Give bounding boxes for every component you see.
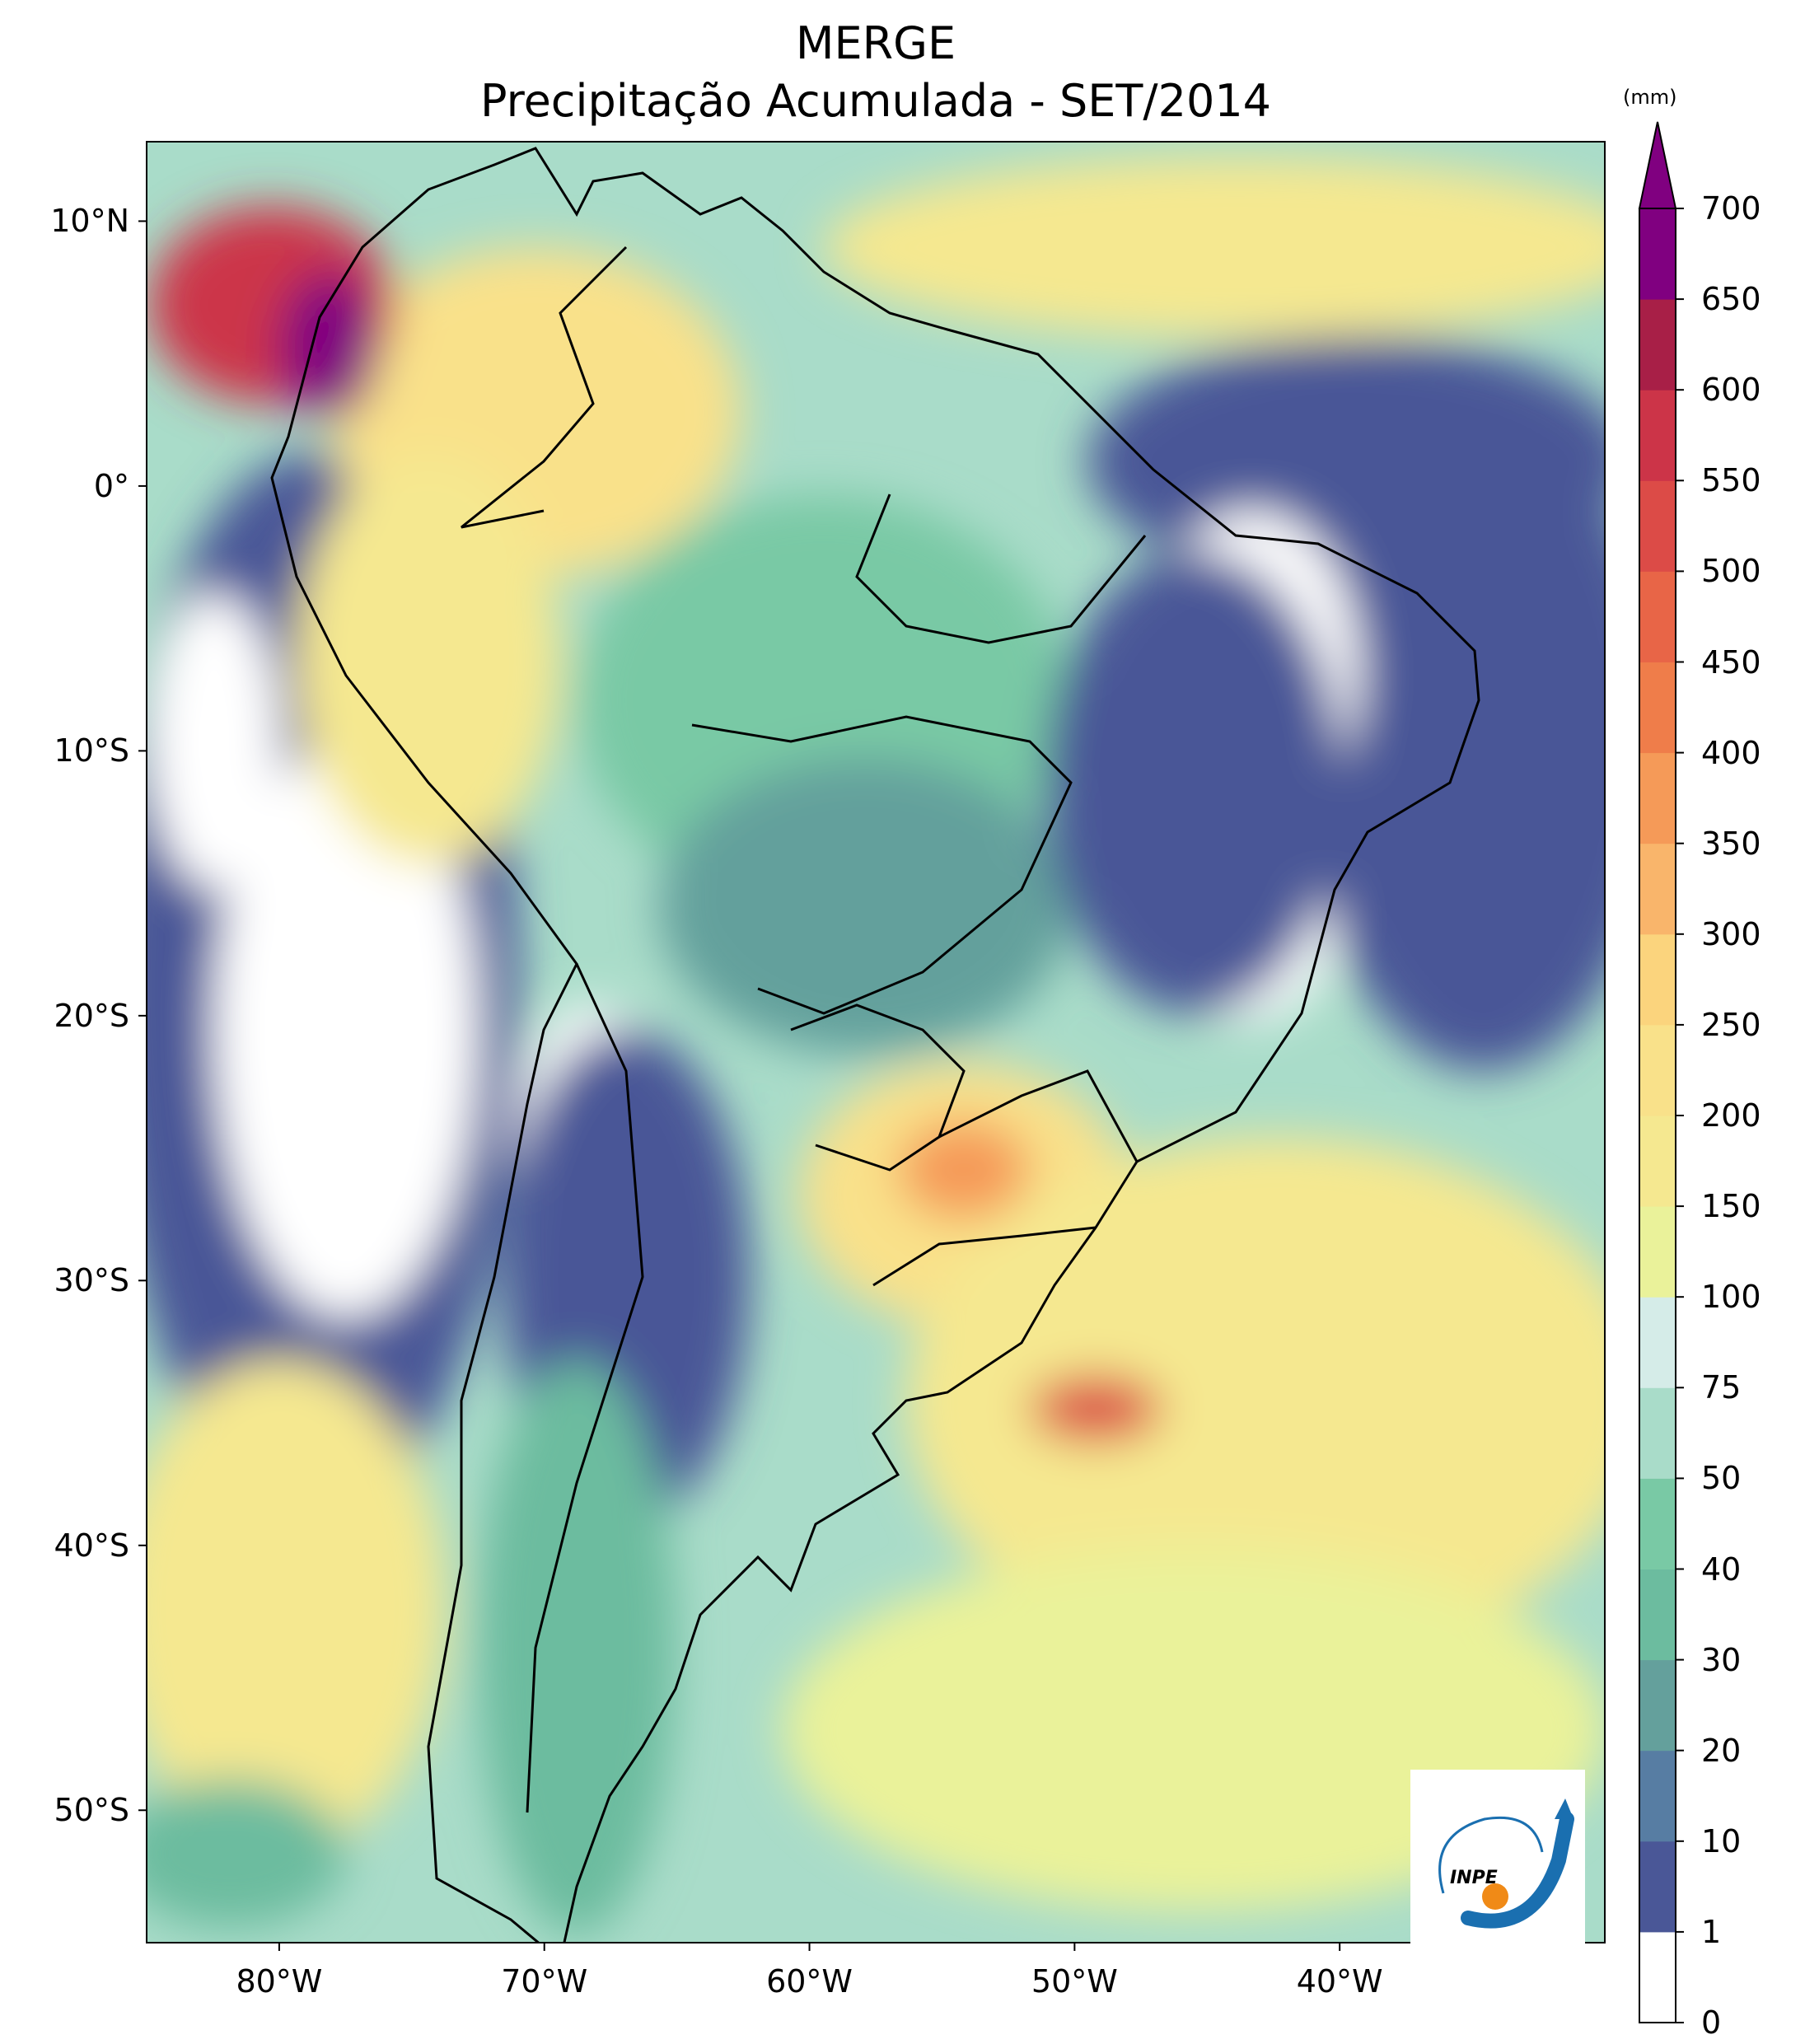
precipitation-field: [147, 142, 1605, 1943]
colorbar-tick-label: 20: [1701, 1732, 1742, 1769]
map-subtitle: Precipitação Acumulada - SET/2014: [479, 75, 1272, 127]
colorbar-segment: [1639, 1478, 1676, 1569]
colorbar-tick-label: 600: [1701, 372, 1761, 409]
colorbar-segment: [1639, 1206, 1676, 1298]
colorbar-segment: [1639, 933, 1676, 1026]
svg-text:INPE: INPE: [1450, 1868, 1498, 1888]
colorbar-segment: [1639, 1750, 1676, 1842]
lon-ticks: [278, 1943, 1341, 1951]
colorbar-segment: [1639, 1116, 1676, 1207]
lat-tick-label: 50°S: [54, 1792, 129, 1829]
colorbar-tick-label: 10: [1701, 1822, 1742, 1859]
colorbar-tick-label: 150: [1701, 1188, 1761, 1225]
colorbar-tick-label: 30: [1701, 1641, 1742, 1678]
lon-tick-label: 60°W: [766, 1963, 853, 2000]
colorbar-segment: [1639, 571, 1676, 662]
inpe-logo: INPE: [1410, 1770, 1585, 1944]
colorbar-tick-label: 250: [1701, 1006, 1761, 1043]
colorbar-tick-label: 75: [1701, 1369, 1742, 1406]
colorbar-segment: [1639, 208, 1676, 300]
lat-ticks: [138, 220, 147, 1812]
colorbar: [1638, 121, 1684, 2023]
lat-tick-label: 20°S: [54, 997, 129, 1034]
country-boundaries: [270, 147, 1480, 1943]
lon-tick-label: 70°W: [501, 1963, 588, 2000]
colorbar-segment: [1639, 1297, 1676, 1388]
inpe-logo-icon: INPE: [1438, 1798, 1574, 1929]
colorbar-segment: [1639, 299, 1676, 391]
colorbar-tick-label: 550: [1701, 462, 1761, 499]
colorbar-segment: [1639, 752, 1676, 844]
colorbar-tick-label: 500: [1701, 553, 1761, 590]
colorbar-tick-label: 100: [1701, 1279, 1761, 1316]
map-title: MERGE: [795, 17, 956, 69]
map-frame: [146, 141, 1606, 1943]
colorbar-segment: [1639, 1387, 1676, 1479]
lon-tick-label: 80°W: [236, 1963, 323, 2000]
colorbar-segment: [1639, 1024, 1676, 1116]
colorbar-tick-label: 200: [1701, 1097, 1761, 1134]
colorbar-segment: [1639, 1841, 1676, 1933]
colorbar-segment: [1639, 480, 1676, 572]
lat-tick-label: 40°S: [54, 1527, 129, 1564]
colorbar-segment: [1639, 662, 1676, 754]
colorbar-tick-label: 650: [1701, 281, 1761, 318]
colorbar-tick-label: 400: [1701, 734, 1761, 771]
colorbar-segment: [1639, 843, 1676, 935]
colorbar-segment: [1639, 1659, 1676, 1752]
colorbar-tick-label: 0: [1701, 2004, 1722, 2041]
colorbar-extend-arrow: [1638, 121, 1677, 209]
lat-tick-label: 0°: [93, 467, 129, 504]
colorbar-tick-label: 450: [1701, 643, 1761, 681]
colorbar-tick-label: 40: [1701, 1551, 1742, 1588]
lat-tick-label: 30°S: [54, 1262, 129, 1299]
colorbar-tick-label: 50: [1701, 1460, 1742, 1497]
lon-tick-label: 50°W: [1031, 1963, 1118, 2000]
colorbar-tick-label: 350: [1701, 825, 1761, 862]
colorbar-tick-label: 700: [1701, 190, 1761, 227]
colorbar-unit: (mm): [1623, 86, 1677, 109]
lat-tick-label: 10°N: [50, 203, 129, 240]
colorbar-tick-label: 300: [1701, 915, 1761, 952]
colorbar-tick-label: 1: [1701, 1913, 1722, 1950]
colorbar-segment: [1639, 1569, 1676, 1661]
lon-tick-label: 40°W: [1296, 1963, 1383, 2000]
colorbar-segment: [1639, 390, 1676, 481]
lat-tick-label: 10°S: [54, 732, 129, 769]
colorbar-segment: [1639, 1931, 1676, 2023]
